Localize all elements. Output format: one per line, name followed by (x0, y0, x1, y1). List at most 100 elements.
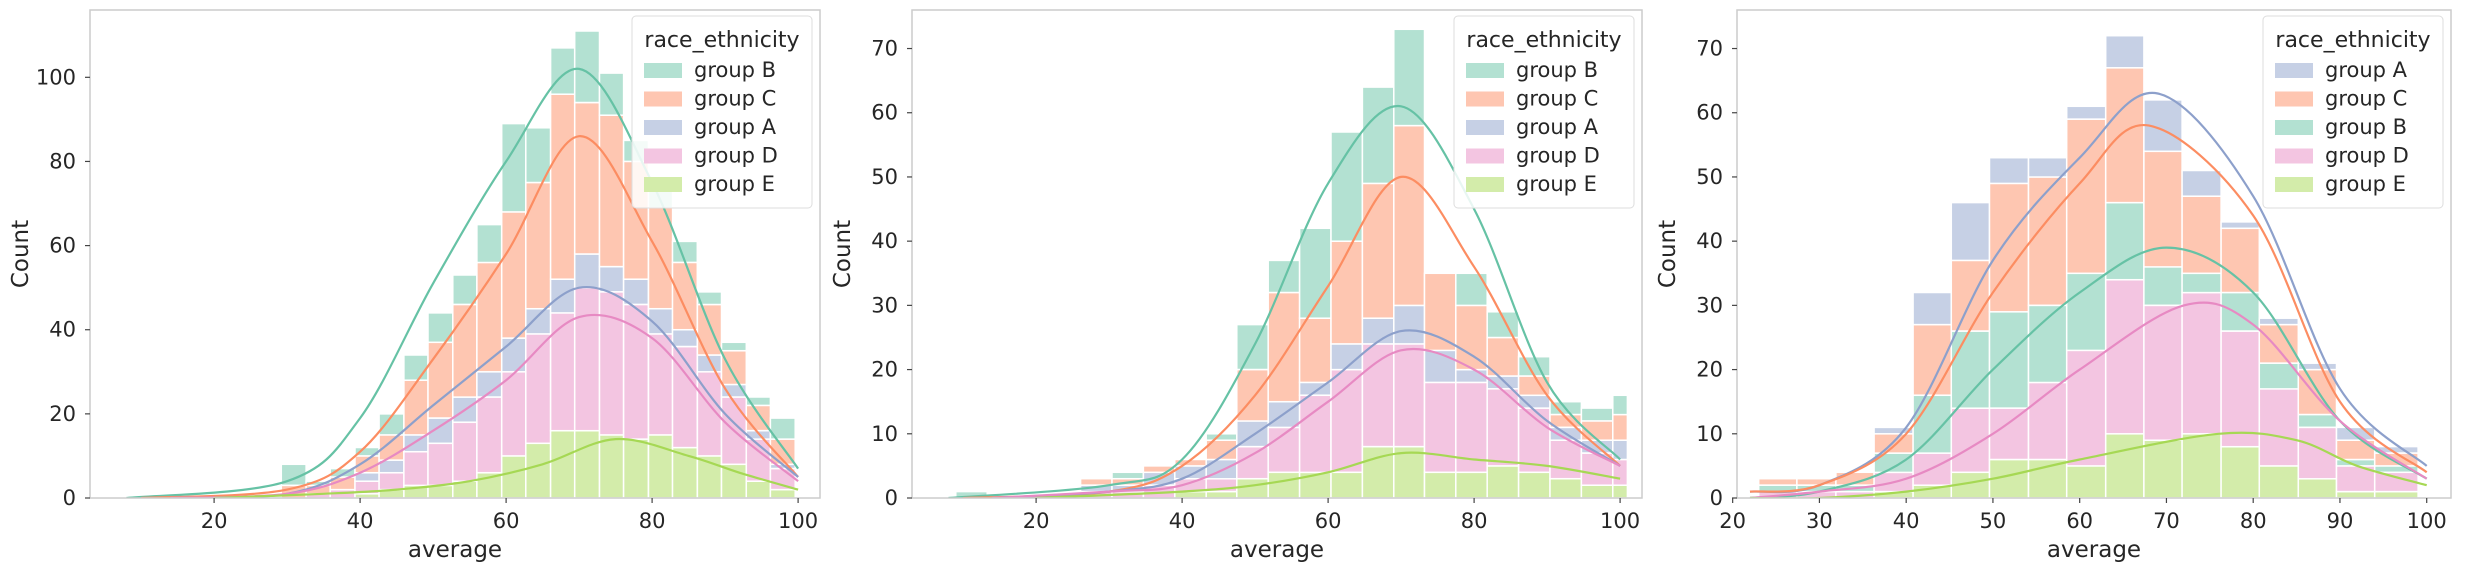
legend-entry: group D (694, 144, 778, 168)
bar-group-e-bin-12 (2220, 445, 2261, 498)
bar-group-d-bin-12 (2220, 330, 2261, 448)
y-tick-label: 0 (1710, 486, 1723, 510)
legend-entry: group C (2325, 87, 2407, 111)
legend-entry: group B (1516, 58, 1598, 82)
legend-swatch (1466, 148, 1504, 164)
bar-group-c-bin-3 (1873, 433, 1914, 454)
bar-group-d-bin-11 (2181, 291, 2222, 435)
bar-group-a-bin-7 (2027, 156, 2068, 178)
kde-line-group-d (992, 348, 1621, 498)
bar-group-a-bin-18 (1517, 394, 1551, 409)
bar-group-e-bin-7 (2027, 458, 2068, 498)
kde-line-group-c (1749, 124, 2428, 493)
bar-group-a-bin-13 (598, 265, 625, 293)
bar-group-c-bin-0 (1757, 477, 1798, 486)
bar-group-c-bin-9 (1236, 368, 1269, 422)
bar-group-b-bin-13 (1361, 86, 1395, 185)
legend-entry: group E (1516, 172, 1597, 196)
bar-group-d-bin-6 (1988, 407, 2030, 461)
bar-group-d-bin-14 (622, 303, 650, 440)
bar-group-b-bin-18 (1517, 355, 1551, 377)
bar-group-b-bin-7 (452, 274, 478, 306)
x-tick-label: 60 (1315, 509, 1342, 533)
bar-group-e-bin-8 (2065, 465, 2107, 498)
bar-group-e-bin-12 (573, 429, 601, 498)
y-tick-label: 60 (49, 234, 76, 258)
bar-group-d-bin-4 (378, 472, 405, 491)
y-tick-label: 70 (871, 37, 898, 61)
bar-group-d-bin-13 (598, 291, 625, 436)
legend-entry: group A (694, 115, 777, 139)
bar-group-c-bin-11 (549, 93, 576, 280)
legend-entry: group E (2325, 172, 2406, 196)
bar-group-b-bin-20 (1580, 407, 1614, 422)
x-tick-label: 70 (2153, 509, 2180, 533)
bar-group-d-bin-15 (1423, 381, 1457, 474)
bar-group-b-bin-10 (2143, 266, 2183, 307)
bar-group-a-bin-8 (2065, 105, 2107, 120)
x-tick-label: 100 (2407, 509, 2447, 533)
x-axis-label: average (1230, 537, 1324, 563)
x-tick-label: 90 (2327, 509, 2354, 533)
bar-group-e-bin-20 (769, 488, 796, 498)
bar-group-b-bin-12 (573, 30, 601, 104)
x-tick-label: 80 (1461, 509, 1488, 533)
y-tick-label: 0 (885, 486, 898, 510)
bar-group-a-bin-10 (525, 307, 552, 335)
bar-group-c-bin-13 (1361, 182, 1395, 319)
bar-group-c-bin-12 (2220, 227, 2261, 294)
bar-group-e-bin-14 (2297, 477, 2338, 498)
bar-group-c-bin-14 (1393, 124, 1426, 307)
bar-group-c-bin-10 (525, 181, 552, 310)
bar-group-c-bin-9 (500, 211, 527, 339)
bar-group-c-bin-12 (573, 101, 601, 255)
x-tick-label: 30 (1806, 509, 1833, 533)
bar-group-c-bin-16 (1455, 304, 1488, 371)
bar-group-b-bin-9 (2104, 201, 2145, 281)
bar-group-a-bin-16 (671, 328, 699, 348)
legend-swatch (644, 120, 682, 135)
legend-entry: group D (1516, 144, 1600, 168)
bar-group-c-bin-7 (452, 303, 478, 398)
bar-group-c-bin-11 (1298, 317, 1332, 384)
bar-group-c-bin-17 (696, 303, 723, 356)
y-tick-label: 50 (871, 165, 898, 189)
bar-group-b-bin-14 (1393, 28, 1426, 127)
plot-area (1749, 34, 2428, 498)
x-axis-label: average (408, 537, 502, 563)
y-axis-label: Count (1655, 220, 1681, 288)
bar-group-c-bin-11 (2181, 195, 2222, 275)
bar-group-b-bin-17 (696, 291, 723, 306)
kde-line-group-a (170, 285, 799, 498)
bar-group-e-bin-11 (549, 429, 576, 498)
bar-group-c-bin-13 (598, 114, 625, 268)
bar-group-b-bin-8 (476, 223, 503, 264)
bar-group-a-bin-4 (1912, 291, 1953, 326)
legend-title: race_ethnicity (2275, 28, 2430, 53)
y-tick-label: 80 (49, 149, 76, 173)
legend-swatch (2275, 91, 2313, 107)
bar-group-c-bin-10 (1267, 291, 1301, 403)
bar-group-b-bin-19 (745, 396, 772, 407)
bar-group-d-bin-12 (573, 286, 601, 432)
bar-group-e-bin-14 (622, 438, 650, 498)
legend-swatch (2275, 120, 2313, 135)
kde-line-group-e (1036, 451, 1621, 498)
legend-swatch (1466, 177, 1504, 192)
bar-group-e-bin-15 (2335, 490, 2376, 498)
bar-group-a-bin-13 (2258, 317, 2300, 326)
x-tick-label: 20 (1719, 509, 1746, 533)
kde-line-group-e (1750, 431, 2428, 498)
x-tick-label: 40 (347, 509, 374, 533)
bar-group-b-bin-12 (2220, 291, 2261, 332)
bar-group-c-bin-13 (2258, 323, 2300, 364)
y-tick-label: 10 (1696, 422, 1723, 446)
bar-group-a-bin-12 (573, 253, 601, 289)
bar-group-b-bin-9 (500, 122, 527, 213)
bar-group-a-bin-9 (2104, 34, 2145, 69)
bar-group-c-bin-4 (1079, 477, 1113, 486)
y-axis-label: Count (8, 220, 34, 288)
bar-group-d-bin-19 (1549, 439, 1583, 480)
